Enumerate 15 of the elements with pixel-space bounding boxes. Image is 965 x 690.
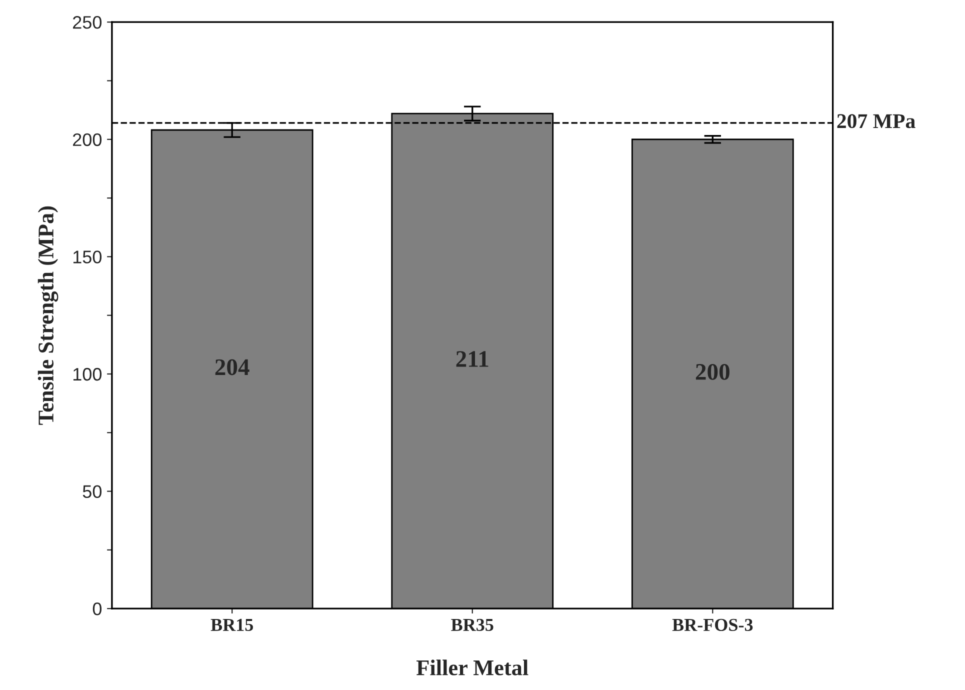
x-tick-label: BR-FOS-3 <box>672 618 753 632</box>
y-tick-label: 100 <box>73 368 102 381</box>
y-tick-label: 150 <box>73 250 102 264</box>
x-tick-label: BR35 <box>451 618 494 632</box>
y-tick-label: 0 <box>92 602 102 616</box>
y-tick-label: 200 <box>73 133 102 146</box>
y-axis-title: Tensile Strength (MPa) <box>38 206 58 425</box>
ref-line-label: 207 MPa <box>837 114 916 128</box>
x-axis-title: Filler Metal <box>416 660 528 676</box>
y-tick-label: 250 <box>73 16 102 29</box>
data-label: 204 <box>215 359 250 376</box>
data-label: 211 <box>456 351 488 367</box>
x-tick-label: BR15 <box>210 618 253 632</box>
y-tick-label: 50 <box>82 485 102 498</box>
data-label: 200 <box>696 364 730 380</box>
